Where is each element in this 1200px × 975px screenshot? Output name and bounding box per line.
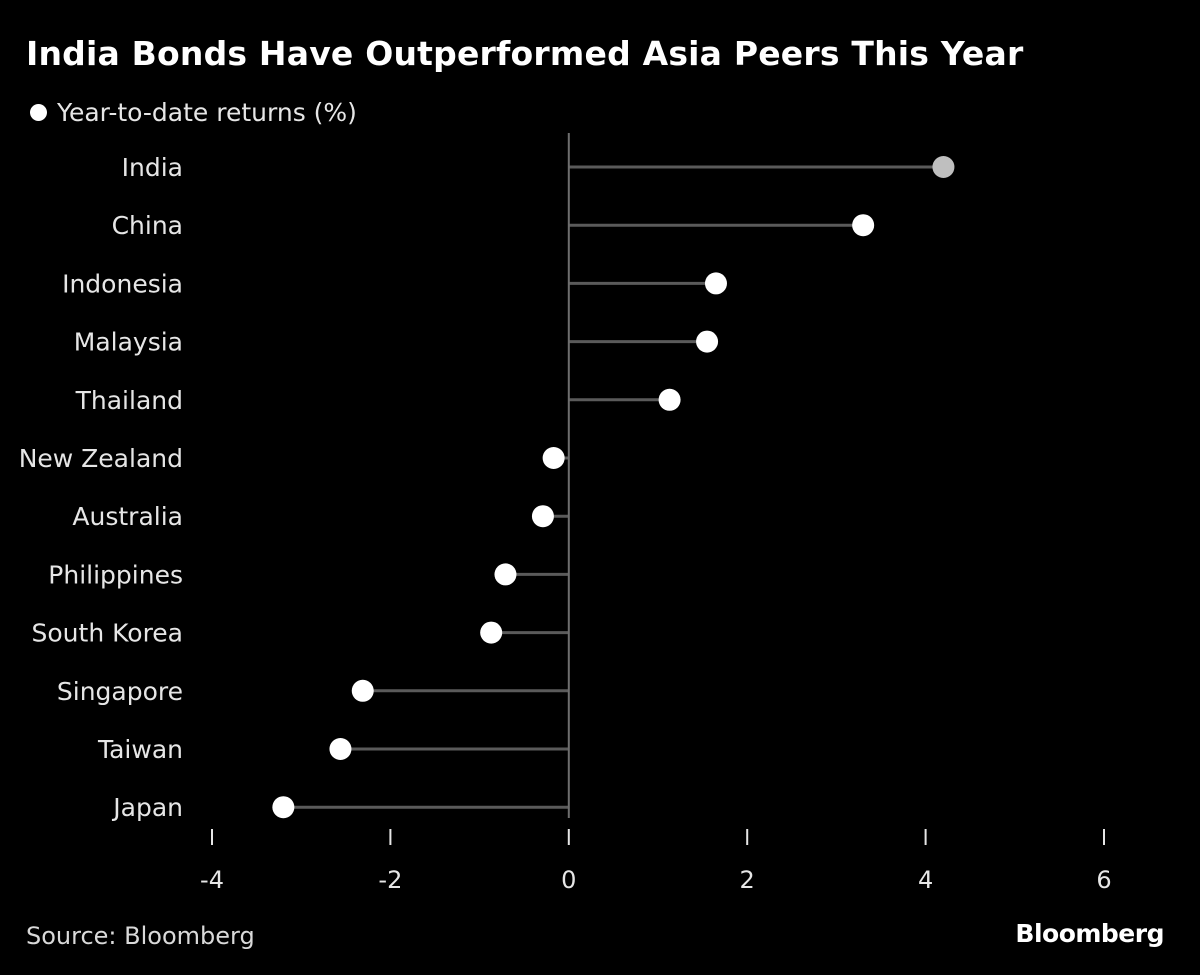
dot-india	[932, 156, 955, 178]
x-tick-label: 0	[561, 866, 576, 894]
category-label-taiwan: Taiwan	[97, 735, 183, 764]
dot-taiwan	[329, 738, 352, 760]
dot-thailand	[658, 388, 681, 411]
dot-japan	[272, 796, 295, 819]
x-tick-label: -2	[378, 866, 402, 894]
category-label-indonesia: Indonesia	[62, 269, 183, 298]
x-tick-label: 4	[918, 866, 933, 894]
bloomberg-logo: Bloomberg	[1015, 919, 1164, 948]
category-label-india: India	[122, 153, 183, 182]
legend: Year-to-date returns (%)	[30, 98, 357, 127]
category-label-new-zealand: New Zealand	[19, 444, 183, 473]
x-tick-label: -4	[200, 866, 224, 894]
category-label-malaysia: Malaysia	[74, 328, 183, 357]
category-label-japan: Japan	[111, 793, 183, 822]
x-ticks-group: -4 -2 0 2 4 6	[200, 829, 1112, 894]
dot-indonesia	[704, 272, 727, 295]
category-label-singapore: Singapore	[57, 677, 183, 706]
legend-dot-marker	[30, 104, 47, 121]
legend-label: Year-to-date returns (%)	[57, 98, 357, 127]
stems-group	[283, 165, 944, 809]
dot-south-korea	[480, 621, 503, 644]
dot-australia	[531, 505, 554, 528]
x-tick-label: 2	[740, 866, 755, 894]
dot-new-zealand	[542, 447, 565, 469]
source-note: Source: Bloomberg	[26, 922, 255, 950]
category-label-south-korea: South Korea	[32, 619, 183, 648]
dot-philippines	[494, 563, 517, 586]
dot-china	[852, 214, 875, 237]
category-label-philippines: Philippines	[48, 560, 183, 589]
dot-malaysia	[696, 330, 719, 353]
category-label-thailand: Thailand	[75, 386, 183, 415]
x-tick-label: 6	[1096, 866, 1111, 894]
category-label-australia: Australia	[72, 502, 183, 531]
chart-title: India Bonds Have Outperformed Asia Peers…	[26, 34, 1024, 73]
dot-singapore	[351, 679, 374, 702]
dots-group	[272, 156, 955, 819]
category-label-china: China	[112, 211, 183, 240]
category-labels-group: India China Indonesia Malaysia Thailand New Z…	[19, 153, 183, 822]
